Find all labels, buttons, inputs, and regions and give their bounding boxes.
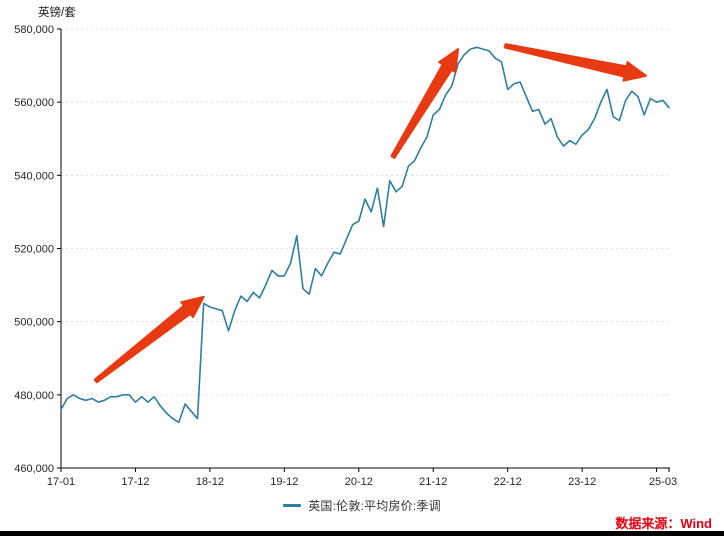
- y-axis-title: 英镑/套: [38, 5, 76, 19]
- x-tick-label: 20-12: [345, 476, 373, 488]
- x-tick-label: 19-12: [270, 476, 298, 488]
- x-tick-label: 18-12: [196, 476, 224, 488]
- y-tick-label: 520,000: [14, 244, 54, 256]
- data-source-note: 数据来源：Wind: [615, 516, 712, 531]
- bottom-border-bar: [0, 531, 724, 536]
- y-tick-label: 500,000: [14, 317, 54, 329]
- legend: 英国:伦敦:平均房价:季调: [0, 497, 724, 513]
- x-tick-label: 21-12: [419, 476, 447, 488]
- y-tick-label: 560,000: [14, 97, 54, 109]
- x-tick-label: 22-12: [494, 476, 522, 488]
- y-tick-label: 460,000: [14, 463, 54, 475]
- x-tick-label: 17-12: [121, 476, 149, 488]
- x-tick-label: 17-01: [47, 476, 75, 488]
- legend-line-swatch: [283, 503, 302, 507]
- price-line: [60, 46, 670, 424]
- trend-arrow-up-2: [390, 48, 460, 159]
- legend-label: 英国:伦敦:平均房价:季调: [308, 498, 441, 513]
- y-tick-label: 580,000: [14, 24, 54, 36]
- trend-arrow-down-3: [503, 43, 647, 82]
- trend-arrow-up-1: [93, 295, 205, 384]
- y-tick-label: 480,000: [14, 390, 54, 402]
- x-tick-label: 23-12: [568, 476, 596, 488]
- x-tick-label: 25-03: [649, 476, 677, 488]
- y-tick-label: 540,000: [14, 170, 54, 182]
